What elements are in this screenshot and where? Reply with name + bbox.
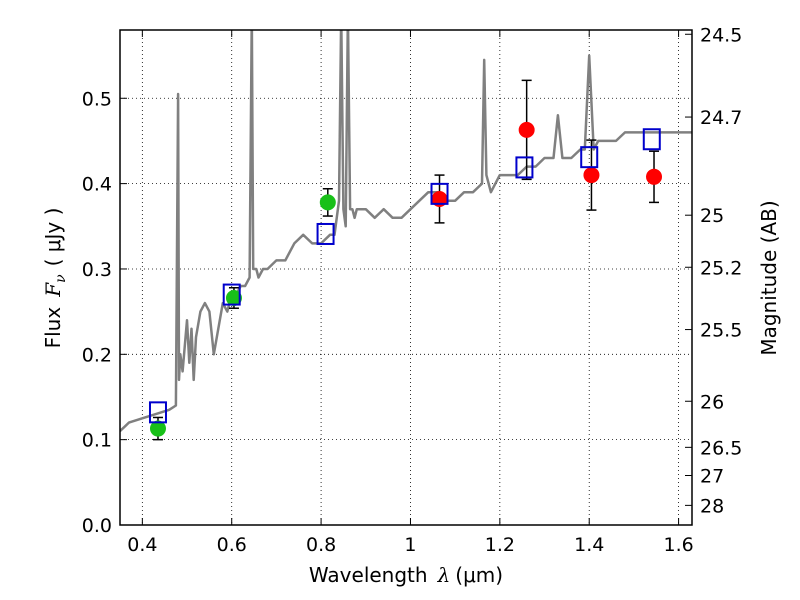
ticks: 0.4 0.6 0.8 1 1.2 1.4 1.6 0.0 0.1 0.2 0.3 0.4 0.5 24.… — [82, 24, 743, 556]
y2-tick-label: 26.5 — [700, 437, 742, 459]
x-tick-label: 0.8 — [306, 534, 336, 556]
model-photometry-square — [222, 283, 241, 306]
x-tick-label: 1.4 — [574, 534, 604, 556]
model-spectrum-line — [120, 30, 692, 433]
model-photometry-square — [515, 156, 534, 179]
green-data-point — [149, 420, 166, 437]
red-data-point — [583, 167, 600, 184]
y2-tick-label: 24.5 — [700, 24, 742, 46]
y2-tick-label: 28 — [700, 495, 724, 517]
y2-tick-label: 25.5 — [700, 320, 742, 342]
y2-tick-label: 25 — [700, 205, 724, 227]
data-layer — [120, 30, 692, 441]
green-data-point — [225, 289, 242, 306]
green-data-point — [319, 194, 336, 211]
y-tick-label: 0.4 — [82, 174, 112, 196]
x-tick-label: 1 — [404, 534, 416, 556]
y-tick-label: 0.5 — [82, 88, 112, 110]
y2-axis-label: Magnitude (AB) — [757, 200, 781, 355]
x-axis-label: Wavelength λ (μm) — [309, 563, 503, 587]
plot-frame — [119, 29, 693, 526]
model-photometry-square — [430, 182, 449, 205]
y-tick-label: 0.1 — [82, 430, 112, 452]
x-tick-label: 0.6 — [217, 534, 247, 556]
y2-tick-label: 24.7 — [700, 107, 742, 129]
x-tick-label: 1.6 — [663, 534, 693, 556]
model-photometry-square — [148, 401, 167, 424]
y-tick-label: 0.3 — [82, 259, 112, 281]
y2-tick-label: 25.2 — [700, 257, 742, 279]
y-axis-label: FluxFν( μJy ) — [41, 208, 69, 349]
y-tick-label: 0.0 — [82, 515, 112, 537]
plot-area — [120, 30, 692, 525]
x-tick-label: 0.4 — [127, 534, 157, 556]
model-photometry-square — [580, 146, 599, 169]
y2-tick-label: 27 — [700, 466, 724, 488]
y-tick-label: 0.2 — [82, 344, 112, 366]
model-photometry-square — [316, 222, 335, 245]
y2-tick-label: 26 — [700, 391, 724, 413]
red-data-point — [518, 121, 535, 138]
red-data-point — [646, 168, 663, 185]
model-photometry-square — [642, 128, 661, 151]
x-tick-label: 1.2 — [485, 534, 515, 556]
